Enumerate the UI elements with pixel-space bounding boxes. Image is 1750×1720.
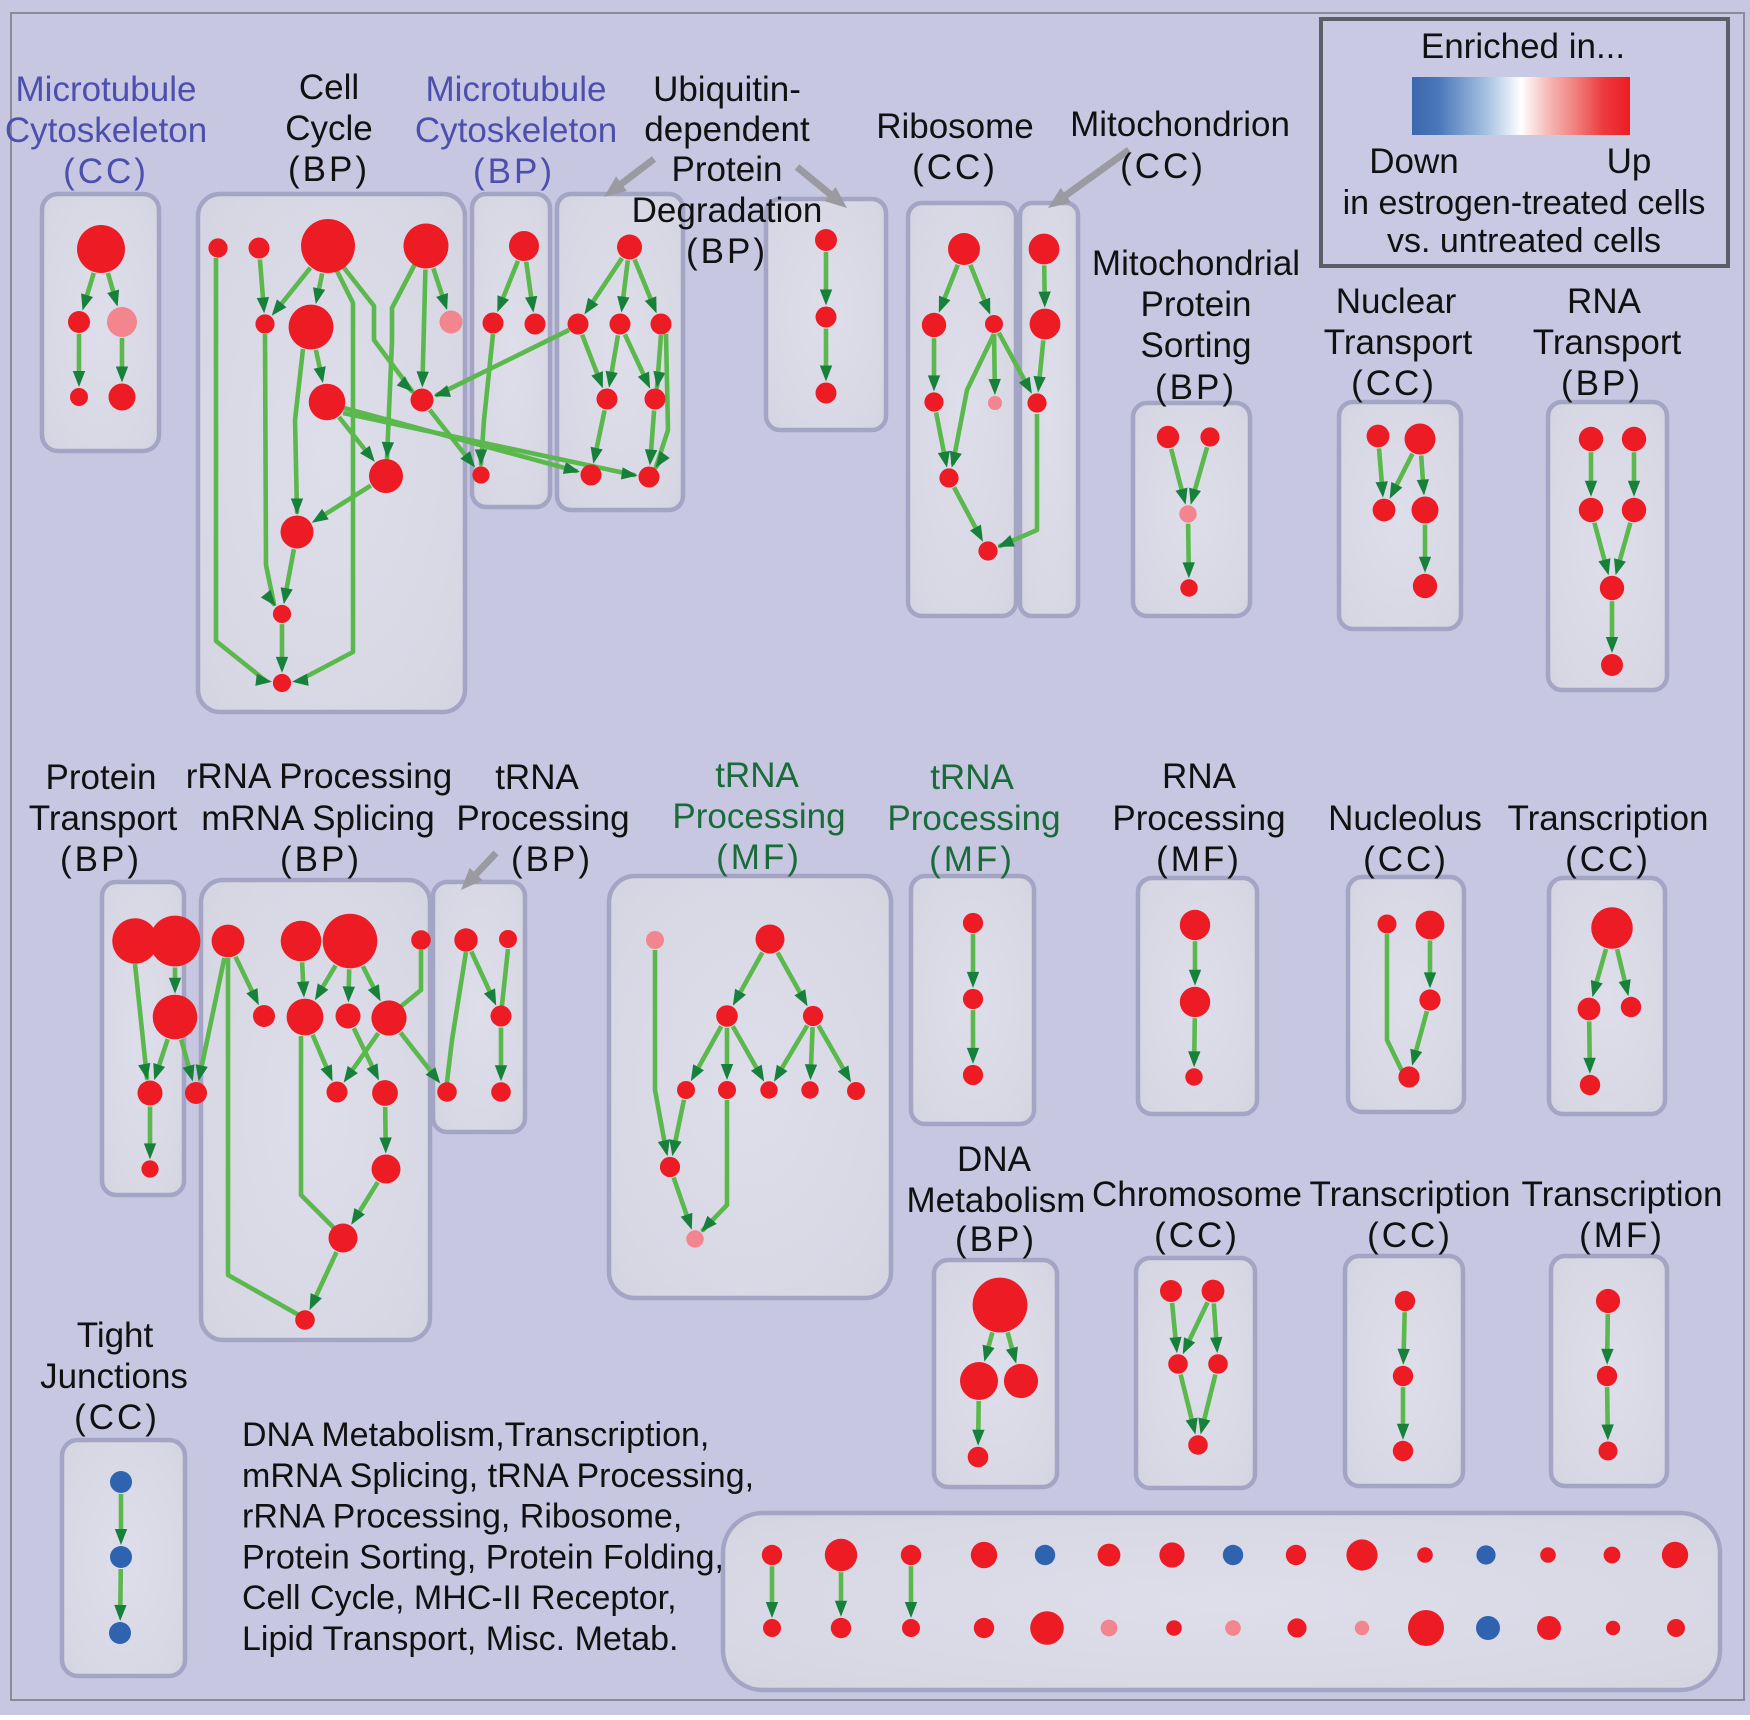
svg-text:RNA: RNA (1162, 757, 1237, 796)
svg-text:Protein: Protein (672, 150, 783, 189)
svg-text:Tight: Tight (77, 1316, 154, 1355)
svg-text:Enriched in...: Enriched in... (1421, 27, 1625, 66)
svg-text:Junctions: Junctions (40, 1357, 188, 1396)
svg-text:(CC): (CC) (74, 1398, 160, 1437)
svg-text:(CC): (CC) (1565, 840, 1651, 879)
svg-text:(BP): (BP) (60, 840, 142, 879)
svg-text:Nuclear: Nuclear (1336, 282, 1457, 321)
svg-text:mRNA Splicing, tRNA Processing: mRNA Splicing, tRNA Processing, (242, 1457, 754, 1495)
svg-text:tRNA: tRNA (495, 758, 579, 797)
svg-text:(MF): (MF) (1579, 1216, 1665, 1255)
svg-text:Ribosome: Ribosome (876, 107, 1034, 146)
svg-text:(BP): (BP) (280, 840, 362, 879)
svg-text:Transport: Transport (1324, 323, 1473, 362)
svg-text:(CC): (CC) (1154, 1216, 1240, 1255)
svg-text:Transcription: Transcription (1508, 799, 1709, 838)
svg-text:tRNA: tRNA (715, 756, 799, 795)
svg-text:Microtubule: Microtubule (16, 70, 197, 109)
svg-text:DNA Metabolism,Transcription,: DNA Metabolism,Transcription, (242, 1416, 709, 1454)
svg-text:Microtubule: Microtubule (426, 70, 607, 109)
svg-text:Cycle: Cycle (285, 109, 373, 148)
svg-text:(BP): (BP) (1155, 368, 1237, 407)
svg-text:dependent: dependent (644, 110, 810, 149)
svg-text:(MF): (MF) (929, 840, 1015, 879)
svg-text:(CC): (CC) (1363, 840, 1449, 879)
svg-text:Protein: Protein (1141, 285, 1252, 324)
svg-text:Lipid Transport, Misc. Metab.: Lipid Transport, Misc. Metab. (242, 1620, 679, 1658)
svg-text:Chromosome: Chromosome (1092, 1175, 1302, 1214)
svg-text:vs. untreated cells: vs. untreated cells (1387, 222, 1661, 260)
svg-text:Transport: Transport (29, 799, 178, 838)
svg-text:Ubiquitin-: Ubiquitin- (653, 70, 801, 109)
svg-text:(BP): (BP) (511, 840, 593, 879)
svg-text:Processing: Processing (456, 799, 629, 838)
svg-text:(CC): (CC) (1120, 147, 1206, 186)
svg-text:(CC): (CC) (63, 152, 149, 191)
svg-text:(MF): (MF) (716, 838, 802, 877)
svg-text:Transport: Transport (1533, 323, 1682, 362)
svg-text:Processing: Processing (887, 799, 1060, 838)
svg-text:Transcription: Transcription (1310, 1175, 1511, 1214)
svg-text:Processing: Processing (1112, 799, 1285, 838)
svg-text:(BP): (BP) (1561, 364, 1643, 403)
svg-text:Cytoskeleton: Cytoskeleton (5, 111, 207, 150)
svg-text:tRNA: tRNA (930, 758, 1014, 797)
svg-text:Cell: Cell (299, 68, 359, 107)
svg-text:Mitochondrion: Mitochondrion (1070, 105, 1290, 144)
svg-text:Processing: Processing (672, 797, 845, 836)
svg-text:Protein: Protein (46, 758, 157, 797)
svg-text:Sorting: Sorting (1141, 326, 1252, 365)
svg-text:Cytoskeleton: Cytoskeleton (415, 111, 617, 150)
svg-text:Mitochondrial: Mitochondrial (1092, 244, 1300, 283)
svg-text:rRNA Processing, Ribosome,: rRNA Processing, Ribosome, (242, 1498, 682, 1536)
svg-text:Degradation: Degradation (632, 191, 823, 230)
svg-text:in estrogen-treated cells: in estrogen-treated cells (1343, 184, 1706, 222)
svg-text:(BP): (BP) (288, 150, 370, 189)
svg-text:Protein Sorting, Protein Foldi: Protein Sorting, Protein Folding, (242, 1538, 724, 1576)
svg-text:(CC): (CC) (1367, 1216, 1453, 1255)
svg-text:(BP): (BP) (473, 152, 555, 191)
svg-text:rRNA Processing: rRNA Processing (186, 757, 452, 796)
svg-text:(CC): (CC) (1351, 364, 1437, 403)
svg-text:Cell Cycle, MHC-II Receptor,: Cell Cycle, MHC-II Receptor, (242, 1579, 677, 1617)
svg-text:DNA: DNA (957, 1140, 1032, 1179)
svg-text:Transcription: Transcription (1522, 1175, 1723, 1214)
svg-text:Down: Down (1369, 142, 1458, 181)
svg-text:mRNA Splicing: mRNA Splicing (201, 799, 434, 838)
svg-text:Nucleolus: Nucleolus (1328, 799, 1482, 838)
svg-text:(CC): (CC) (912, 148, 998, 187)
svg-text:Metabolism: Metabolism (907, 1181, 1086, 1220)
svg-text:(BP): (BP) (955, 1220, 1037, 1259)
svg-text:Up: Up (1607, 142, 1652, 181)
svg-text:(BP): (BP) (686, 232, 768, 271)
svg-text:(MF): (MF) (1156, 840, 1242, 879)
svg-text:RNA: RNA (1567, 282, 1642, 321)
